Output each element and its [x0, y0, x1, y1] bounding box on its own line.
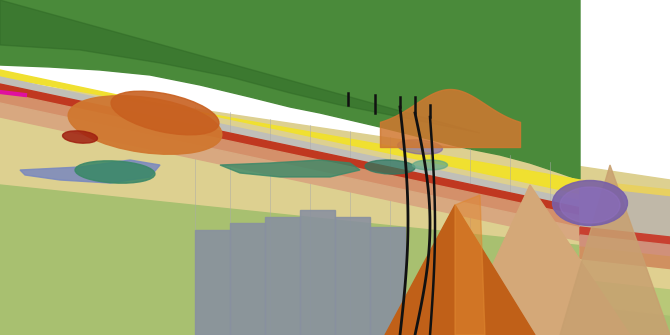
Polygon shape — [580, 280, 670, 315]
Polygon shape — [560, 165, 670, 335]
Polygon shape — [0, 77, 670, 227]
Polygon shape — [580, 235, 670, 257]
Polygon shape — [500, 275, 670, 335]
Polygon shape — [460, 185, 630, 335]
Polygon shape — [580, 187, 670, 237]
Polygon shape — [0, 70, 670, 220]
Polygon shape — [0, 0, 480, 133]
Polygon shape — [0, 185, 670, 335]
Bar — [265, 217, 300, 335]
Polygon shape — [580, 247, 670, 270]
Polygon shape — [0, 0, 580, 180]
Polygon shape — [220, 160, 360, 177]
Polygon shape — [580, 260, 670, 290]
Ellipse shape — [553, 181, 628, 225]
Polygon shape — [580, 227, 670, 245]
Polygon shape — [0, 103, 670, 260]
Ellipse shape — [560, 187, 620, 223]
Ellipse shape — [62, 131, 97, 143]
Polygon shape — [455, 195, 485, 335]
Ellipse shape — [68, 96, 222, 154]
Bar — [370, 227, 405, 335]
Polygon shape — [580, 180, 670, 230]
Ellipse shape — [397, 140, 442, 154]
Polygon shape — [385, 205, 535, 335]
Polygon shape — [20, 160, 160, 183]
Polygon shape — [580, 180, 670, 335]
Ellipse shape — [413, 160, 448, 170]
Bar — [300, 210, 335, 335]
Polygon shape — [0, 84, 670, 235]
Ellipse shape — [111, 91, 219, 135]
Ellipse shape — [75, 161, 155, 183]
Bar — [335, 217, 370, 335]
Polygon shape — [580, 255, 670, 335]
Polygon shape — [0, 80, 670, 335]
Bar — [195, 230, 230, 335]
Polygon shape — [0, 92, 670, 247]
Ellipse shape — [365, 160, 415, 174]
Bar — [230, 223, 265, 335]
